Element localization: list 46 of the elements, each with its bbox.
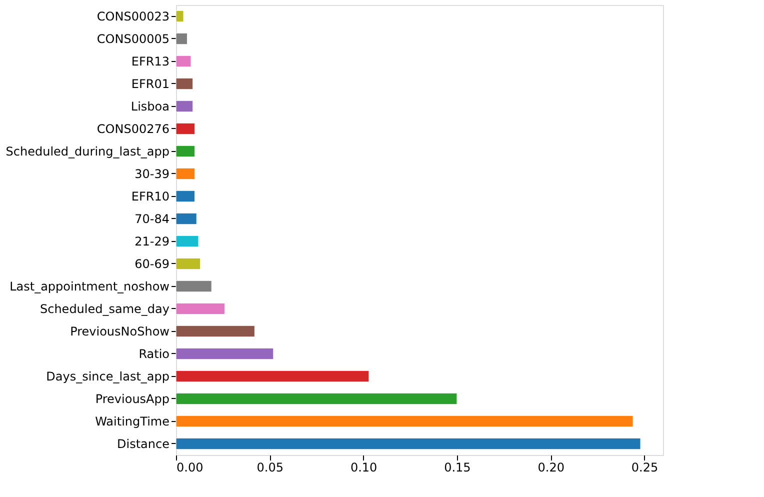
x-tick-label: 0.25 <box>631 460 658 474</box>
bar <box>176 370 370 382</box>
bar <box>176 392 458 405</box>
bar <box>176 302 225 315</box>
bar <box>176 235 199 248</box>
y-tick-label: 70-84 <box>134 212 170 226</box>
y-tick-label: WaitingTime <box>95 414 170 428</box>
y-tick-label: 30-39 <box>134 166 170 181</box>
y-tick-label: Scheduled_during_last_app <box>6 144 170 158</box>
bar <box>176 415 634 428</box>
y-tick-label: Days_since_last_app <box>46 369 170 384</box>
y-tick-label: Ratio <box>138 346 170 361</box>
y-tick-label: EFR01 <box>131 76 170 91</box>
y-tick-label: Distance <box>117 436 170 451</box>
y-tick-label: EFR10 <box>131 189 170 204</box>
x-tick-label: 0.20 <box>538 460 564 474</box>
bar <box>176 100 194 112</box>
y-tick-label: CONS00023 <box>96 9 170 24</box>
x-tick-label: 0.05 <box>256 460 284 474</box>
bar <box>176 168 195 180</box>
y-tick-label: CONS00005 <box>96 32 170 46</box>
bar <box>176 10 184 22</box>
y-tick-label: 21-29 <box>134 234 170 248</box>
x-tick-label: 0.15 <box>444 460 471 474</box>
bar <box>176 212 197 225</box>
bar <box>176 32 188 45</box>
bar <box>176 348 274 360</box>
bar <box>176 190 195 202</box>
y-tick-label: EFR13 <box>131 54 170 68</box>
bar <box>176 145 195 158</box>
bar <box>176 438 641 450</box>
y-tick-label: Scheduled_same_day <box>40 302 170 316</box>
x-tick-label: 0.00 <box>176 460 204 474</box>
y-tick-label: PreviousNoShow <box>70 324 170 338</box>
bar <box>176 280 212 292</box>
y-tick-label: 60-69 <box>134 256 170 271</box>
bar <box>176 325 255 338</box>
bar <box>176 122 195 135</box>
y-tick-label: CONS00276 <box>96 122 170 136</box>
bar <box>176 78 194 90</box>
y-tick-label: Lisboa <box>130 99 170 114</box>
y-tick-label: Last_appointment_noshow <box>10 279 170 294</box>
y-tick-label: PreviousApp <box>95 392 170 406</box>
x-tick-label: 0.10 <box>350 460 378 474</box>
bar <box>176 258 201 270</box>
bar <box>176 55 192 68</box>
